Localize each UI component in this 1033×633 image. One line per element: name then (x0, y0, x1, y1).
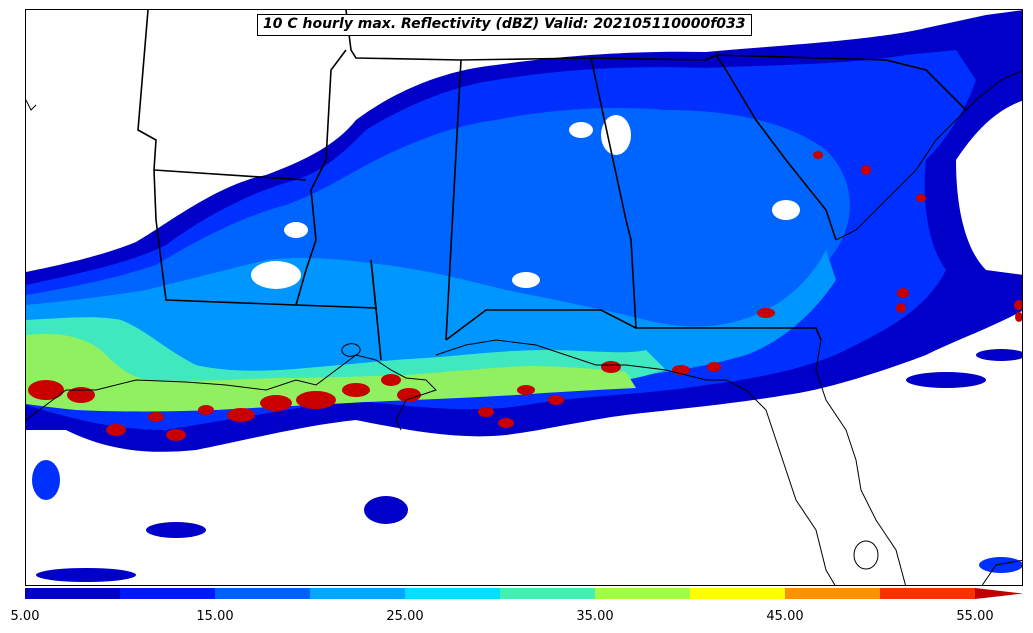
colorbar (25, 588, 1023, 599)
colorbar-segment (405, 588, 501, 599)
colorbar-segments (25, 588, 976, 599)
colorbar-tick-label: 25.00 (386, 609, 424, 624)
map-title: 10 C hourly max. Reflectivity (dBZ) Vali… (257, 14, 752, 36)
colorbar-tick-label: 55.00 (956, 609, 994, 624)
colorbar-segment (690, 588, 786, 599)
reflectivity-map (26, 10, 1022, 585)
reflectivity-field (26, 10, 1022, 582)
colorbar-segment (310, 588, 406, 599)
convective-cells (28, 151, 1022, 441)
colorbar-segment (595, 588, 691, 599)
colorbar-tick-label: 35.00 (576, 609, 614, 624)
colorbar-segment (120, 588, 216, 599)
state-boundaries (137, 10, 967, 361)
colorbar-tick-label: 45.00 (766, 609, 804, 624)
coastline (26, 70, 1022, 585)
map-panel (25, 9, 1023, 586)
colorbar-segment (880, 588, 976, 599)
colorbar-extend-arrow (975, 588, 1023, 599)
colorbar-tick-label: 5.00 (10, 609, 40, 624)
echo-30dbz-region (26, 333, 636, 412)
colorbar-tick-label: 15.00 (196, 609, 234, 624)
colorbar-segment (785, 588, 881, 599)
colorbar-segment (25, 588, 121, 599)
colorbar-segment (500, 588, 596, 599)
clear-areas (251, 115, 800, 289)
colorbar-segment (215, 588, 311, 599)
